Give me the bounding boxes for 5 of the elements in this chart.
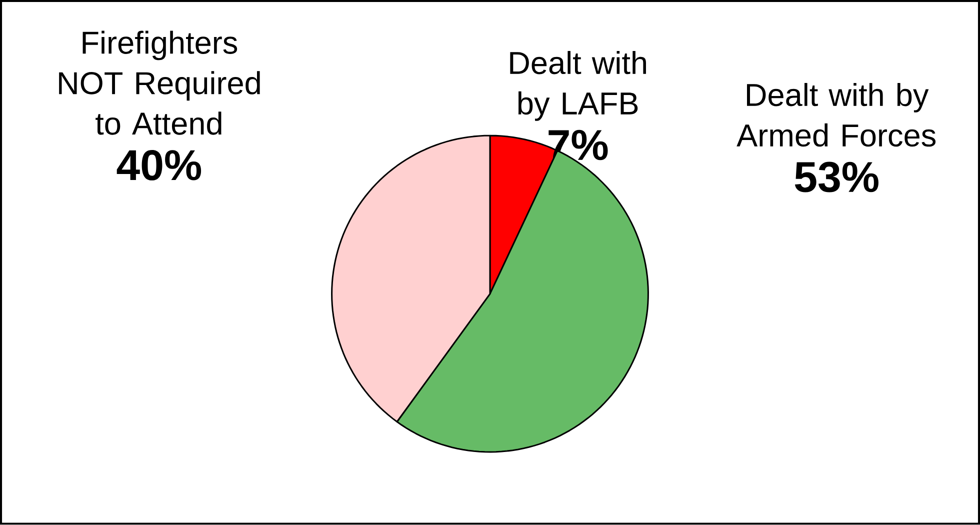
slice-label: Dealt with by Armed Forces (736, 83, 936, 147)
slice-label: Firefighters NOT Required to Attend (59, 30, 260, 135)
slice-label: Dealt with by LAFB (510, 51, 646, 121)
data-label: 40% (116, 150, 202, 181)
data-label: 53% (794, 162, 878, 192)
